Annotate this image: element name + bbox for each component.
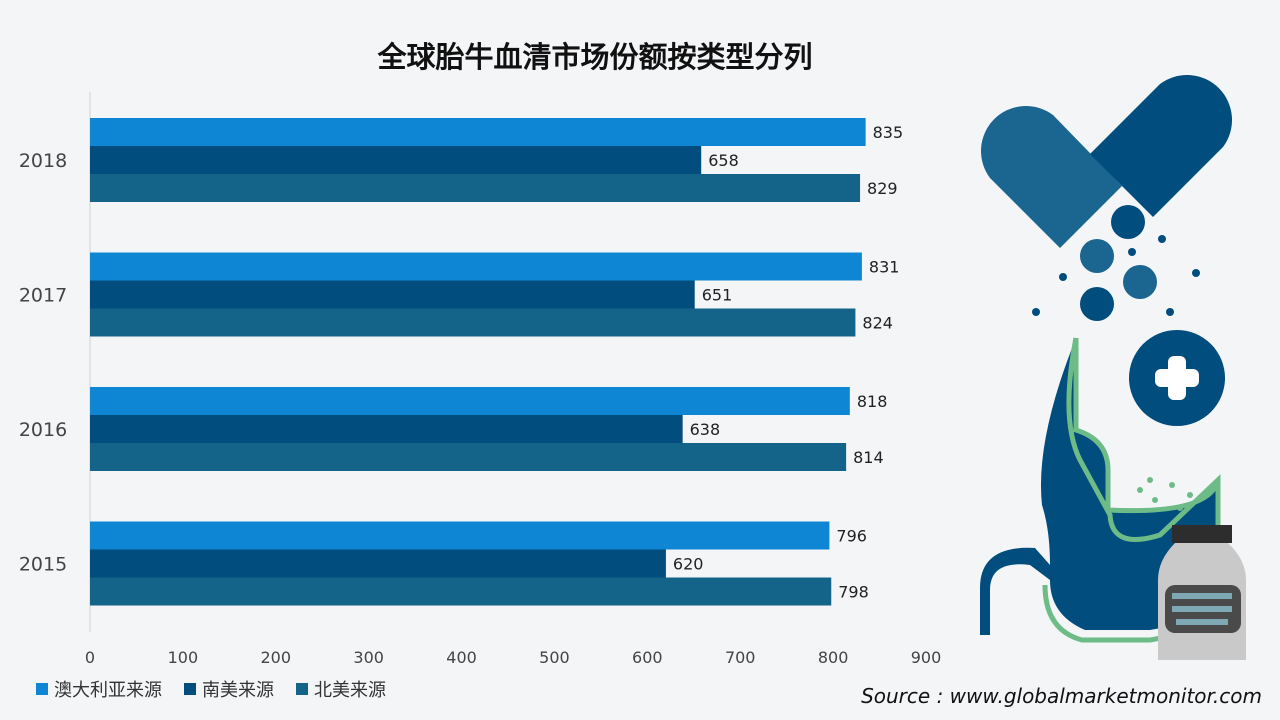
data-label: 638 [690,420,721,439]
data-label: 798 [838,583,869,602]
y-category-label: 2018 [19,150,67,172]
bar [90,252,862,281]
bar [90,443,847,471]
data-label: 651 [702,286,733,305]
x-tick-label: 400 [446,648,477,667]
medical-plus-icon [1129,330,1225,426]
bar [90,280,695,309]
bar [90,308,856,337]
bar [90,549,666,578]
bar [90,146,702,174]
legend-swatch-australia [36,683,48,695]
stomach-icon [980,337,1221,643]
legend-item-south-america: 南美来源 [184,676,274,702]
bar [90,387,850,415]
bar [90,174,861,202]
legend: 澳大利亚来源 南美来源 北美来源 [36,676,386,702]
legend-item-australia: 澳大利亚来源 [36,676,162,702]
data-label: 620 [673,555,704,574]
bar [90,521,830,550]
data-label: 818 [857,392,888,411]
legend-swatch-north-america [296,683,308,695]
legend-label-australia: 澳大利亚来源 [54,680,162,701]
x-tick-label: 0 [85,648,95,667]
data-label: 831 [869,258,900,277]
x-tick-label: 700 [725,648,756,667]
y-category-label: 2017 [19,285,67,307]
x-tick-label: 500 [539,648,570,667]
bar [90,118,866,146]
source-credit: Source : www.globalmarketmonitor.com [861,684,1262,708]
pill-dots-icon [1032,205,1200,321]
data-label: 824 [862,314,893,333]
bar [90,415,683,443]
medicine-bottle-icon [1158,525,1246,660]
x-tick-label: 800 [818,648,849,667]
bar [90,577,832,606]
x-tick-label: 200 [261,648,292,667]
x-tick-label: 900 [911,648,942,667]
chart-title: 全球胎牛血清市场份额按类型分列 [377,40,813,74]
x-tick-label: 300 [353,648,384,667]
legend-label-south-america: 南美来源 [202,680,274,701]
data-label: 835 [873,123,904,142]
data-label: 814 [853,448,884,467]
pharma-illustration [980,75,1246,660]
legend-item-north-america: 北美来源 [296,676,386,702]
y-category-label: 2016 [19,419,67,441]
data-label: 658 [708,151,739,170]
legend-swatch-south-america [184,683,196,695]
bar-chart: 0 100 200 300 400 500 600 700 800 900 2018 835 658 82… [19,92,942,667]
capsule-icon [981,75,1232,248]
legend-label-north-america: 北美来源 [314,680,386,701]
data-label: 829 [867,179,898,198]
x-tick-label: 600 [632,648,663,667]
data-label: 796 [836,527,867,546]
y-category-label: 2015 [19,554,67,576]
x-tick-label: 100 [168,648,199,667]
